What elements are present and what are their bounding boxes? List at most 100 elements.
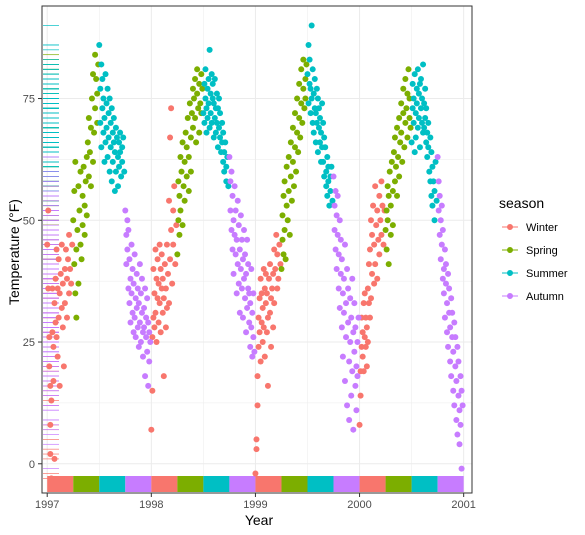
data-point [217,134,224,141]
data-point [63,314,70,321]
data-point [102,139,109,146]
data-point [310,90,317,97]
data-point [47,451,54,458]
data-point [57,270,64,277]
data-point [423,139,430,146]
data-point [258,319,265,326]
data-point [292,144,299,151]
data-point [47,421,54,428]
data-point [303,61,310,68]
data-point [152,246,159,253]
data-point [180,183,187,190]
data-point [415,90,422,97]
data-point [312,110,319,117]
data-point [149,387,156,394]
data-point [453,416,460,423]
data-point [455,358,462,365]
data-point [416,80,423,87]
data-point [48,475,55,482]
data-point [179,139,186,146]
data-point [133,304,140,311]
season-band-autumn [437,476,464,492]
data-point [73,246,80,253]
legend-key-point-spring [507,247,513,253]
data-point [340,275,347,282]
data-point [427,134,434,141]
data-point [83,153,90,160]
data-point [387,202,394,209]
data-point [237,265,244,272]
data-point [440,290,447,297]
data-point [63,275,70,282]
data-point [186,100,193,107]
data-point [110,115,117,122]
data-point [210,134,217,141]
data-point [283,202,290,209]
data-point [155,280,162,287]
data-point [333,265,340,272]
data-point [414,124,421,131]
data-point [394,192,401,199]
data-point [327,188,334,195]
data-point [108,178,115,185]
data-point [453,377,460,384]
data-point [386,168,393,175]
data-point [411,149,418,156]
data-point [272,265,279,272]
data-point [419,95,426,102]
data-point [429,163,436,170]
data-point [439,275,446,282]
data-point [209,95,216,102]
data-point [371,280,378,287]
data-point [362,343,369,350]
data-point [176,231,183,238]
data-point [171,183,178,190]
data-point [205,76,212,83]
data-point [231,231,238,238]
data-point [45,207,52,214]
data-point [136,261,143,268]
data-point [124,217,131,224]
data-point [170,241,177,248]
data-point [97,119,104,126]
data-point [405,66,412,73]
data-point [201,80,208,87]
data-point [424,129,431,136]
data-point [56,382,63,389]
series-autumn [122,153,466,472]
data-point [168,227,175,234]
data-point [409,80,416,87]
data-point [169,280,176,287]
data-point [47,382,54,389]
data-point [133,270,140,277]
data-point [435,178,442,185]
data-point [72,290,79,297]
season-band-spring [385,476,412,492]
data-point [422,85,429,92]
data-point [370,202,377,209]
data-point [459,402,466,409]
data-point [354,339,361,346]
data-point [125,285,132,292]
data-point [325,178,332,185]
data-point [198,71,205,78]
data-point [417,76,424,83]
data-point [137,290,144,297]
data-point [309,66,316,73]
data-point [289,124,296,131]
data-point [372,183,379,190]
data-point [454,431,461,438]
data-point [278,265,285,272]
data-point [437,217,444,224]
data-point [107,144,114,151]
data-point [354,373,361,380]
data-point [157,329,164,336]
legend-title: season [499,195,544,211]
data-point [51,455,58,462]
data-point [447,324,454,331]
data-point [379,202,386,209]
data-point [295,149,302,156]
data-point [372,261,379,268]
data-point [314,149,321,156]
data-point [444,329,451,336]
